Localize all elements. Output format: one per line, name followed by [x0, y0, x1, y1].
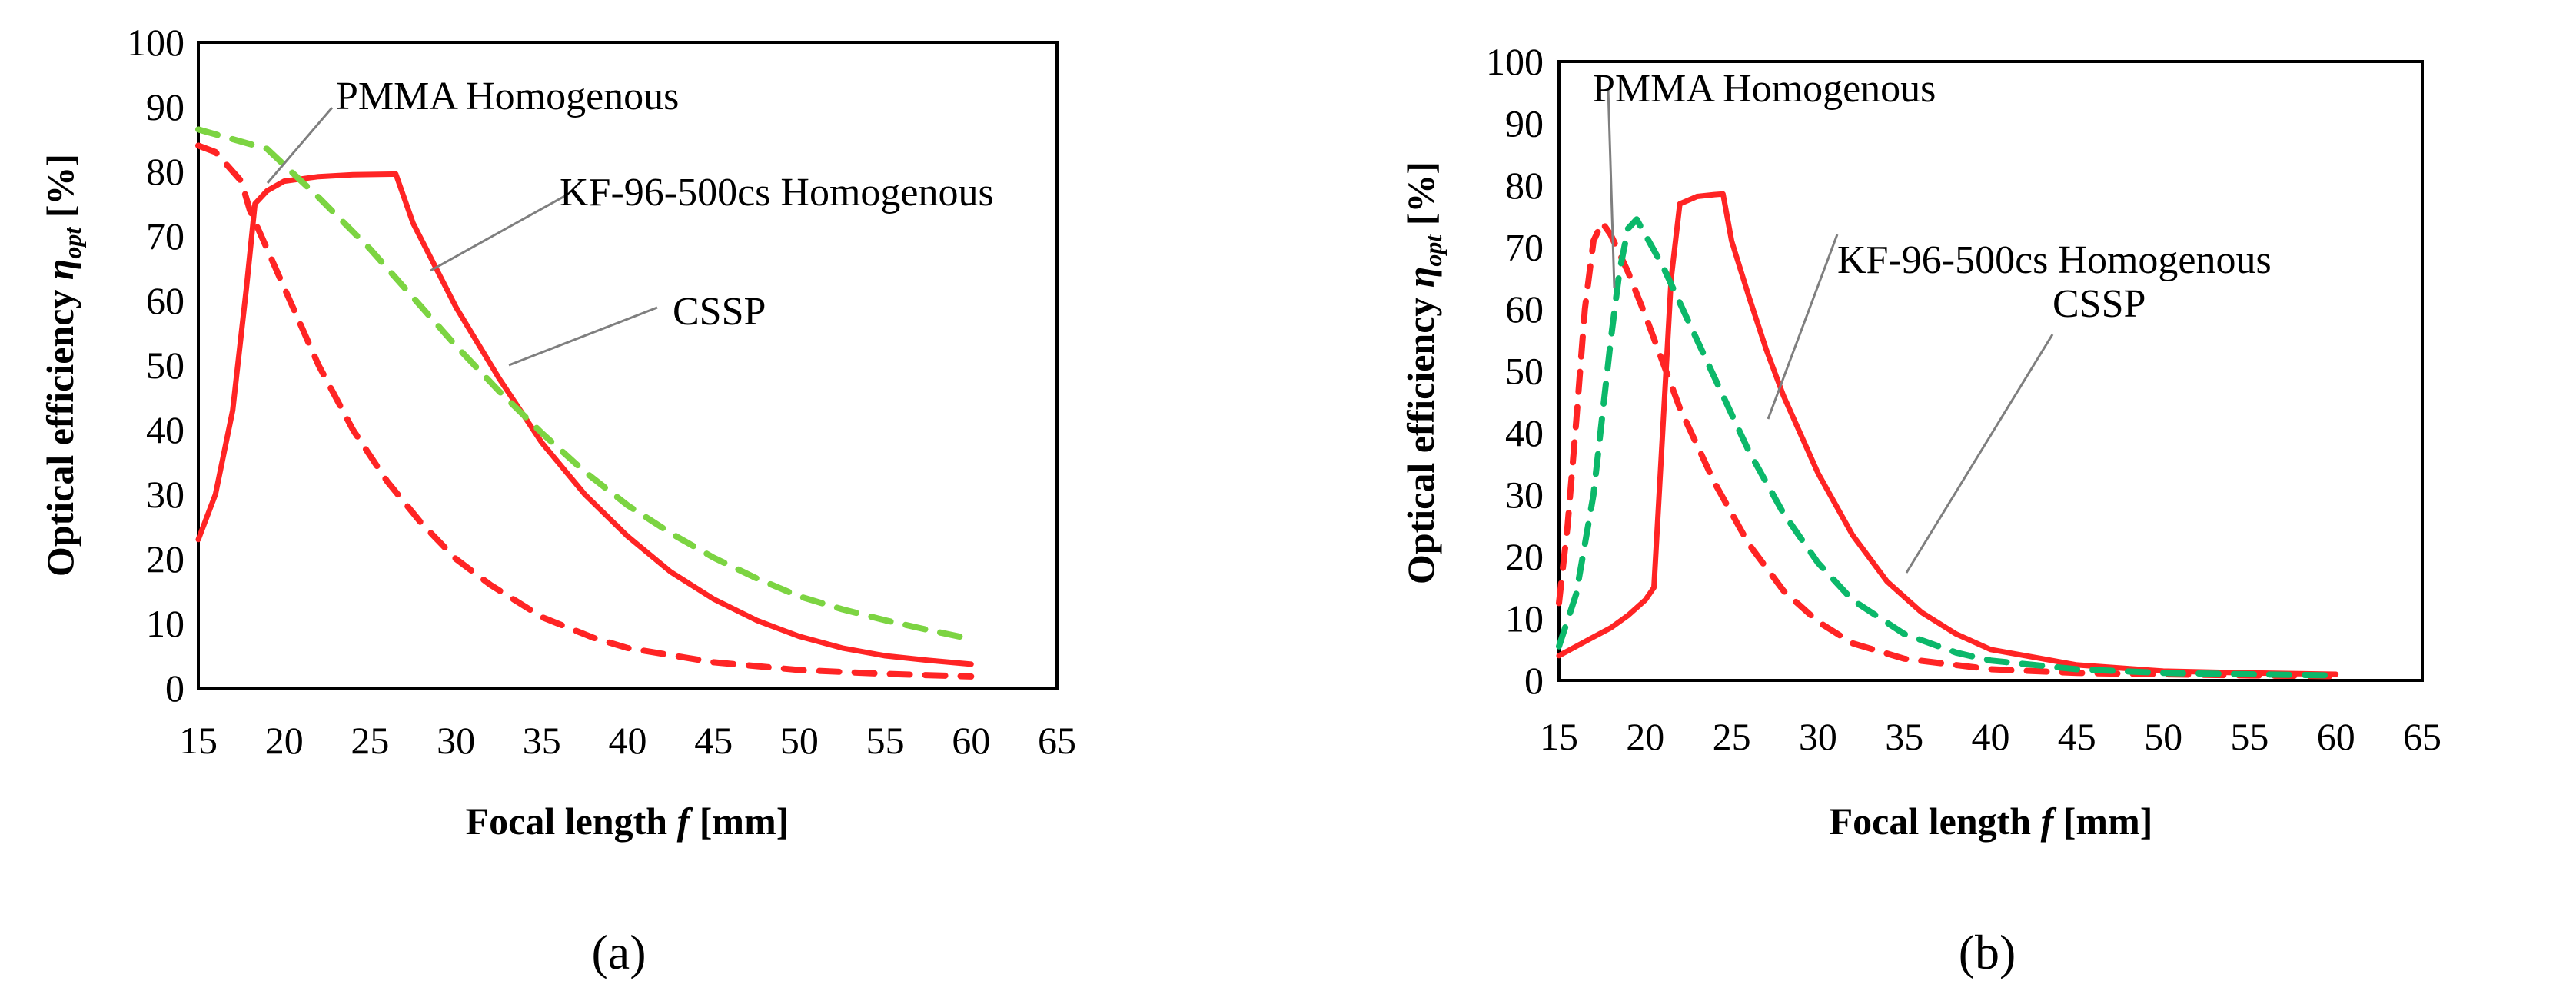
- plot-area-frame: [1557, 60, 2424, 682]
- y-tick-label: 70: [1505, 226, 1544, 269]
- x-tick-label: 40: [609, 719, 647, 762]
- annotation-kf96: KF-96-500cs Homogenous: [560, 171, 994, 214]
- y-tick-label: 30: [1505, 474, 1544, 517]
- y-axis-label: Optical efficiency ηopt [%]: [38, 154, 86, 577]
- x-tick-label: 55: [866, 719, 905, 762]
- y-axis-label: Optical efficiency ηopt [%]: [1399, 161, 1447, 584]
- annotation-cssp: CSSP: [673, 290, 766, 334]
- x-tick-label: 40: [1972, 715, 2010, 758]
- chart-b: 0 10 20 30 40 50 60 70 80 90 100 15 20 25 30 35 40 45 50 5…: [1399, 40, 2441, 979]
- panel-label-a: (a): [591, 925, 646, 979]
- x-tick-label: 50: [2144, 715, 2182, 758]
- x-tick-label: 15: [179, 719, 218, 762]
- y-tick-label: 40: [1505, 411, 1544, 454]
- pointer-kf96: [1767, 234, 1839, 420]
- x-tick-label: 20: [1626, 715, 1664, 758]
- y-tick-label: 80: [146, 150, 184, 193]
- y-tick-label: 90: [146, 85, 184, 128]
- annotation-pmma: PMMA Homogenous: [336, 75, 679, 118]
- x-tick-label: 25: [1713, 715, 1751, 758]
- y-tick-label: 0: [165, 667, 184, 710]
- series-line-pmma-homogenous: [1556, 219, 2339, 680]
- chart-a: 0 10 20 30 40 50 60 70 80 90 100 15 20 25 30 35 40 45 50 5…: [38, 21, 1076, 979]
- x-tick-label: 45: [2058, 715, 2096, 758]
- pointer-cssp: [1905, 334, 2054, 574]
- pointer-cssp: [508, 306, 658, 367]
- pointer-pmma: [1607, 88, 1616, 289]
- series-line-cssp: [1556, 191, 2339, 677]
- y-tick-label: 100: [1486, 40, 1544, 83]
- x-tick-label: 25: [351, 719, 389, 762]
- x-tick-label: 30: [1799, 715, 1837, 758]
- y-tick-label: 40: [146, 408, 184, 451]
- series-line-kf-96-500cs-homogenous: [195, 126, 975, 643]
- x-tick-labels: 15 20 25 30 35 40 45 50 55 60 65: [179, 719, 1076, 762]
- annotation-cssp: CSSP: [2052, 282, 2146, 326]
- x-tick-label: 65: [1038, 719, 1076, 762]
- y-tick-label: 30: [146, 473, 184, 516]
- plot-area-frame: [197, 41, 1059, 690]
- y-tick-label: 20: [1505, 535, 1544, 578]
- x-tick-label: 15: [1540, 715, 1578, 758]
- x-axis-label: Focal length f [mm]: [1830, 800, 2153, 843]
- y-tick-label: 60: [146, 279, 184, 322]
- y-tick-label: 10: [1505, 597, 1544, 640]
- y-tick-label: 50: [1505, 350, 1544, 393]
- y-tick-label: 80: [1505, 164, 1544, 207]
- y-tick-label: 10: [146, 602, 184, 645]
- x-tick-label: 30: [437, 719, 475, 762]
- x-tick-label: 60: [952, 719, 990, 762]
- pointer-kf96: [430, 192, 570, 272]
- x-axis-label: Focal length f [mm]: [466, 800, 789, 843]
- x-tick-label: 55: [2230, 715, 2269, 758]
- x-tick-label: 35: [523, 719, 561, 762]
- y-tick-label: 20: [146, 537, 184, 580]
- y-tick-label: 100: [127, 21, 184, 64]
- y-tick-labels: 0 10 20 30 40 50 60 70 80 90 100: [1486, 40, 1544, 702]
- panel-label-b: (b): [1959, 925, 2016, 979]
- x-tick-label: 35: [1885, 715, 1923, 758]
- series-lines: [195, 126, 975, 680]
- y-tick-label: 50: [146, 344, 184, 387]
- y-tick-labels: 0 10 20 30 40 50 60 70 80 90 100: [127, 21, 184, 710]
- series-line-kf-96-500cs-homogenous: [1556, 216, 2339, 679]
- x-tick-label: 60: [2317, 715, 2355, 758]
- series-line-cssp: [195, 171, 974, 667]
- pointer-pmma: [266, 107, 334, 184]
- x-tick-label: 20: [265, 719, 304, 762]
- y-tick-label: 0: [1524, 659, 1544, 702]
- x-tick-label: 45: [694, 719, 733, 762]
- y-tick-label: 90: [1505, 102, 1544, 145]
- x-tick-label: 50: [780, 719, 819, 762]
- y-tick-label: 70: [146, 214, 184, 258]
- series-line-pmma-homogenous: [195, 142, 975, 680]
- x-tick-labels: 15 20 25 30 35 40 45 50 55 60 65: [1540, 715, 2441, 758]
- series-lines: [1556, 191, 2339, 680]
- x-tick-label: 65: [2403, 715, 2441, 758]
- annotation-kf96: KF-96-500cs Homogenous: [1837, 238, 2272, 282]
- y-tick-label: 60: [1505, 288, 1544, 331]
- annotation-pmma: PMMA Homogenous: [1593, 67, 1936, 111]
